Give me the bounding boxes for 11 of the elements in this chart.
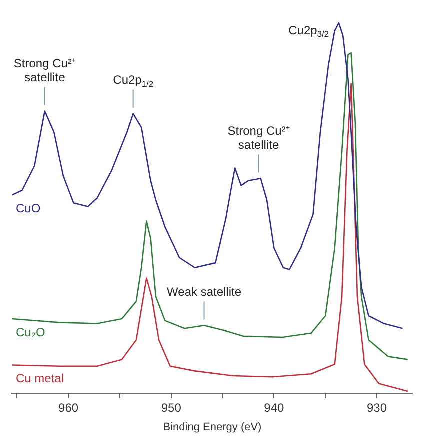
x-axis-title: Binding Energy (eV) <box>163 421 262 434</box>
x-tick-label: 940 <box>264 400 285 415</box>
annotation: Weak satellite <box>167 284 242 299</box>
x-tick-label: 960 <box>58 400 79 415</box>
series-label: Cu metal <box>16 372 64 386</box>
x-tick-label: 930 <box>366 400 388 415</box>
annotation: Strong Cu²⁺ satellite <box>228 124 290 152</box>
series-label: CuO <box>16 202 41 216</box>
x-tick-label: 950 <box>161 400 182 415</box>
annotation: Strong Cu²⁺ satellite <box>14 56 76 85</box>
series-label: Cu₂O <box>16 325 46 340</box>
